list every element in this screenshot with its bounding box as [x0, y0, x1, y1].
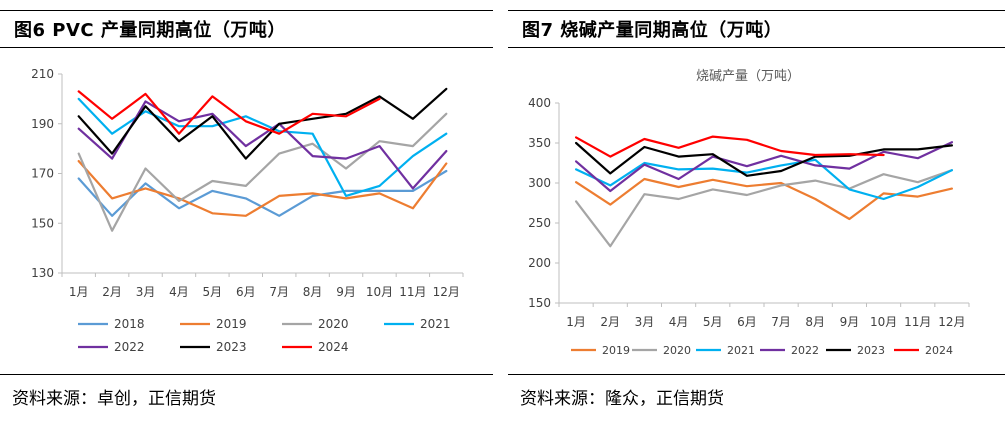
legend-label: 2022: [114, 340, 145, 354]
series-line-2023: [575, 141, 953, 177]
y-tick-label: 150: [528, 296, 551, 310]
series-line-2018: [77, 169, 448, 217]
y-tick-label: 200: [528, 256, 551, 270]
series-line-2022: [77, 100, 448, 190]
legend-label: 2020: [318, 317, 349, 331]
x-tick-label: 12月: [433, 285, 460, 299]
legend-item-2022: 2022: [760, 344, 819, 357]
x-tick-label: 9月: [840, 315, 860, 329]
x-tick-label: 12月: [938, 315, 965, 329]
y-tick-label: 150: [31, 216, 54, 230]
x-tick-label: 8月: [303, 285, 323, 299]
y-tick-label: 250: [528, 216, 551, 230]
y-tick-label: 170: [31, 167, 54, 181]
x-tick-label: 5月: [703, 315, 723, 329]
legend-label: 2019: [216, 317, 247, 331]
x-tick-label: 4月: [669, 315, 689, 329]
pvc-chart-svg: 130 150 170 190 210 1月 2月 3月 4月 5月 6月 7月 8月 9月 10月 11月 1…: [31, 67, 464, 354]
legend-item-2022: 2022: [78, 340, 145, 354]
caustic-chart-svg: 烧碱产量（万吨） 150 200 250 300 350 400 1月 2月 3月 4月 5月 6月 7月…: [528, 69, 970, 357]
legend-item-2021: 2021: [696, 344, 755, 357]
legend-label: 2024: [925, 344, 953, 357]
series-line-2019: [575, 177, 953, 221]
x-tick-label: 11月: [399, 285, 426, 299]
legend-item-2019: 2019: [180, 317, 247, 331]
series-line-2022: [575, 141, 953, 193]
legend-label: 2018: [114, 317, 145, 331]
legend-item-2023: 2023: [826, 344, 885, 357]
legend-label: 2019: [602, 344, 630, 357]
series-line-2020: [77, 112, 448, 232]
series-line-2024: [77, 90, 381, 135]
x-tick-label: 8月: [805, 315, 825, 329]
legend-item-2019: 2019: [571, 344, 630, 357]
figure-title: 图7 烧碱产量同期高位（万吨）: [522, 20, 783, 41]
source-rule: [0, 374, 493, 375]
x-tick-label: 11月: [904, 315, 931, 329]
x-tick-label: 7月: [771, 315, 791, 329]
legend-item-2020: 2020: [282, 317, 349, 331]
source-note: 资料来源：隆众，正信期货: [520, 389, 724, 409]
x-tick-label: 1月: [69, 285, 89, 299]
figure-title: 图6 PVC 产量同期高位（万吨）: [14, 20, 286, 41]
legend-label: 2020: [663, 344, 691, 357]
x-tick-label: 1月: [566, 315, 586, 329]
source-note: 资料来源：卓创，正信期货: [12, 389, 216, 409]
y-tick-label: 400: [528, 96, 551, 110]
series-line-2023: [77, 87, 448, 160]
top-rule: [0, 10, 493, 11]
x-tick-label: 4月: [169, 285, 189, 299]
legend-item-2021: 2021: [384, 317, 451, 331]
x-tick-label: 6月: [737, 315, 757, 329]
x-tick-label: 3月: [136, 285, 156, 299]
x-tick-label: 5月: [203, 285, 223, 299]
legend-item-2023: 2023: [180, 340, 247, 354]
legend-label: 2024: [318, 340, 349, 354]
legend-item-2020: 2020: [632, 344, 691, 357]
top-rule: [508, 10, 1005, 11]
legend-item-2018: 2018: [78, 317, 145, 331]
y-tick-label: 130: [31, 266, 54, 280]
title-rule: [508, 47, 1005, 48]
series-line-2020: [575, 169, 953, 248]
x-tick-label: 3月: [635, 315, 655, 329]
figure-panel-pvc: 图6 PVC 产量同期高位（万吨） 130 150 170 190 210 1月 2月 3月 4…: [0, 0, 493, 430]
legend-label: 2021: [727, 344, 755, 357]
x-tick-label: 10月: [870, 315, 897, 329]
series-line-2024: [575, 135, 885, 158]
legend-label: 2023: [857, 344, 885, 357]
legend-item-2024: 2024: [894, 344, 953, 357]
chart-caustic-soda: 烧碱产量（万吨） 150 200 250 300 350 400 1月 2月 3月 4月 5月 6月 7月…: [508, 52, 1005, 370]
x-tick-label: 10月: [366, 285, 393, 299]
y-tick-label: 300: [528, 176, 551, 190]
x-tick-label: 6月: [236, 285, 256, 299]
legend-item-2024: 2024: [282, 340, 349, 354]
y-tick-label: 210: [31, 67, 54, 81]
title-rule: [0, 47, 493, 48]
x-tick-label: 7月: [269, 285, 289, 299]
x-tick-label: 2月: [102, 285, 122, 299]
series-line-2021: [77, 97, 448, 197]
legend-label: 2021: [420, 317, 451, 331]
x-tick-label: 2月: [600, 315, 620, 329]
legend-label: 2023: [216, 340, 247, 354]
chart-title: 烧碱产量（万吨）: [696, 69, 800, 84]
series-line-2021: [575, 158, 953, 201]
chart-pvc: 130 150 170 190 210 1月 2月 3月 4月 5月 6月 7月 8月 9月 10月 11月 1…: [0, 52, 493, 370]
figure-panel-caustic-soda: 图7 烧碱产量同期高位（万吨） 烧碱产量（万吨） 150 200 250 300 350 4…: [508, 0, 1005, 430]
x-tick-label: 9月: [336, 285, 356, 299]
legend-label: 2022: [791, 344, 819, 357]
source-rule: [508, 374, 1005, 375]
y-tick-label: 350: [528, 136, 551, 150]
y-tick-label: 190: [31, 117, 54, 131]
series-line-2019: [77, 160, 448, 217]
